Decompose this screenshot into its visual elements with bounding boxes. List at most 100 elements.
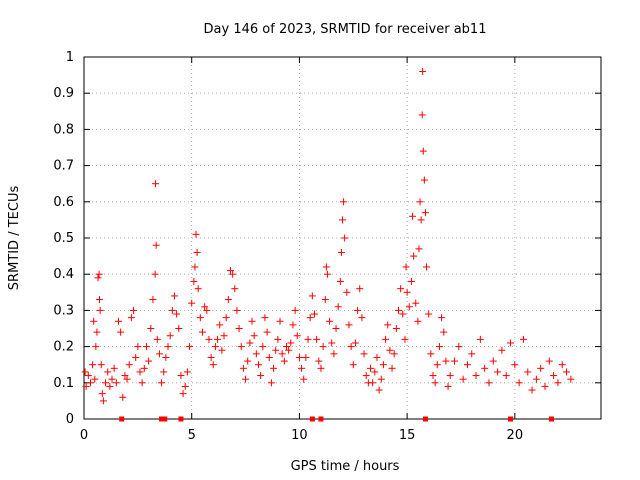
- y-tick-label: 0.6: [53, 195, 74, 210]
- data-point: [511, 361, 519, 369]
- data-point: [127, 314, 135, 322]
- data-point: [166, 332, 174, 340]
- data-point: [418, 111, 426, 119]
- data-point: [222, 314, 230, 322]
- data-point: [138, 379, 146, 387]
- data-point: [293, 332, 301, 340]
- data-point: [336, 277, 344, 285]
- data-point: [203, 306, 211, 314]
- data-point: [446, 372, 454, 380]
- data-point: [341, 234, 349, 242]
- data-point: [468, 350, 476, 358]
- data-point: [362, 372, 370, 380]
- data-point: [360, 350, 368, 358]
- data-point: [302, 353, 310, 361]
- data-point: [502, 372, 510, 380]
- data-point: [392, 325, 400, 332]
- data-point: [371, 368, 379, 376]
- data-point: [429, 372, 437, 380]
- data-point: [89, 361, 97, 369]
- data-point: [388, 364, 396, 372]
- data-point: [343, 288, 351, 296]
- data-point: [201, 303, 209, 311]
- data-point: [91, 375, 99, 383]
- data-point: [145, 357, 153, 365]
- data-point: [563, 368, 571, 376]
- data-point: [356, 285, 364, 293]
- data-point: [414, 317, 422, 325]
- data-point: [440, 328, 448, 336]
- data-point: [390, 350, 398, 358]
- data-point: [382, 335, 390, 343]
- data-point: [306, 314, 314, 322]
- data-point: [298, 364, 306, 372]
- data-point: [337, 248, 345, 256]
- data-point: [121, 372, 129, 380]
- data-point: [421, 209, 429, 217]
- data-point: [323, 270, 331, 278]
- data-point: [319, 343, 327, 351]
- data-point: [435, 343, 443, 351]
- data-point: [92, 343, 100, 351]
- zero-value-point: [162, 416, 168, 422]
- data-point: [377, 375, 385, 383]
- data-point: [136, 368, 144, 376]
- data-point: [416, 198, 424, 206]
- data-point: [173, 310, 181, 318]
- data-point: [339, 216, 346, 224]
- y-tick-label: 0.3: [53, 303, 74, 318]
- data-point: [379, 361, 387, 369]
- data-point: [175, 325, 183, 332]
- data-point: [164, 343, 172, 351]
- data-point: [130, 306, 138, 314]
- data-point: [442, 357, 450, 365]
- data-point: [433, 361, 441, 369]
- data-point: [545, 357, 553, 365]
- data-point: [459, 375, 467, 383]
- data-point: [117, 328, 125, 336]
- data-point: [402, 263, 410, 271]
- data-point: [455, 343, 463, 351]
- data-point: [541, 382, 549, 390]
- data-point: [287, 339, 295, 347]
- data-point: [427, 350, 435, 358]
- data-point: [315, 357, 323, 365]
- zero-value-point: [422, 416, 428, 422]
- data-point: [485, 379, 493, 387]
- data-point: [214, 335, 222, 343]
- data-point: [280, 357, 288, 365]
- grid-lines: [84, 57, 601, 419]
- data-point: [218, 346, 226, 354]
- data-point: [170, 292, 178, 300]
- data-point: [246, 339, 254, 347]
- data-point: [463, 361, 471, 369]
- data-point: [106, 382, 114, 390]
- data-points: [81, 67, 575, 422]
- data-point: [282, 343, 290, 351]
- data-point: [334, 303, 342, 311]
- data-point: [183, 368, 191, 376]
- data-point: [272, 346, 280, 354]
- data-point: [84, 372, 92, 380]
- data-point: [108, 375, 116, 383]
- data-point: [192, 230, 200, 238]
- data-point: [94, 274, 102, 282]
- zero-value-point: [119, 416, 125, 422]
- data-point: [179, 390, 187, 398]
- data-point: [310, 310, 318, 318]
- data-point: [317, 364, 325, 372]
- data-point: [438, 314, 446, 322]
- data-point: [194, 285, 202, 293]
- data-point: [417, 216, 425, 224]
- data-point: [81, 368, 89, 376]
- y-tick-label: 1: [66, 50, 74, 65]
- data-point: [289, 321, 297, 329]
- data-point: [216, 321, 224, 329]
- x-tick-label: 5: [188, 428, 196, 443]
- data-point: [431, 379, 439, 387]
- data-point: [507, 339, 515, 347]
- data-point: [351, 339, 359, 347]
- data-point: [304, 335, 312, 343]
- data-point: [158, 379, 166, 387]
- data-point: [151, 270, 159, 278]
